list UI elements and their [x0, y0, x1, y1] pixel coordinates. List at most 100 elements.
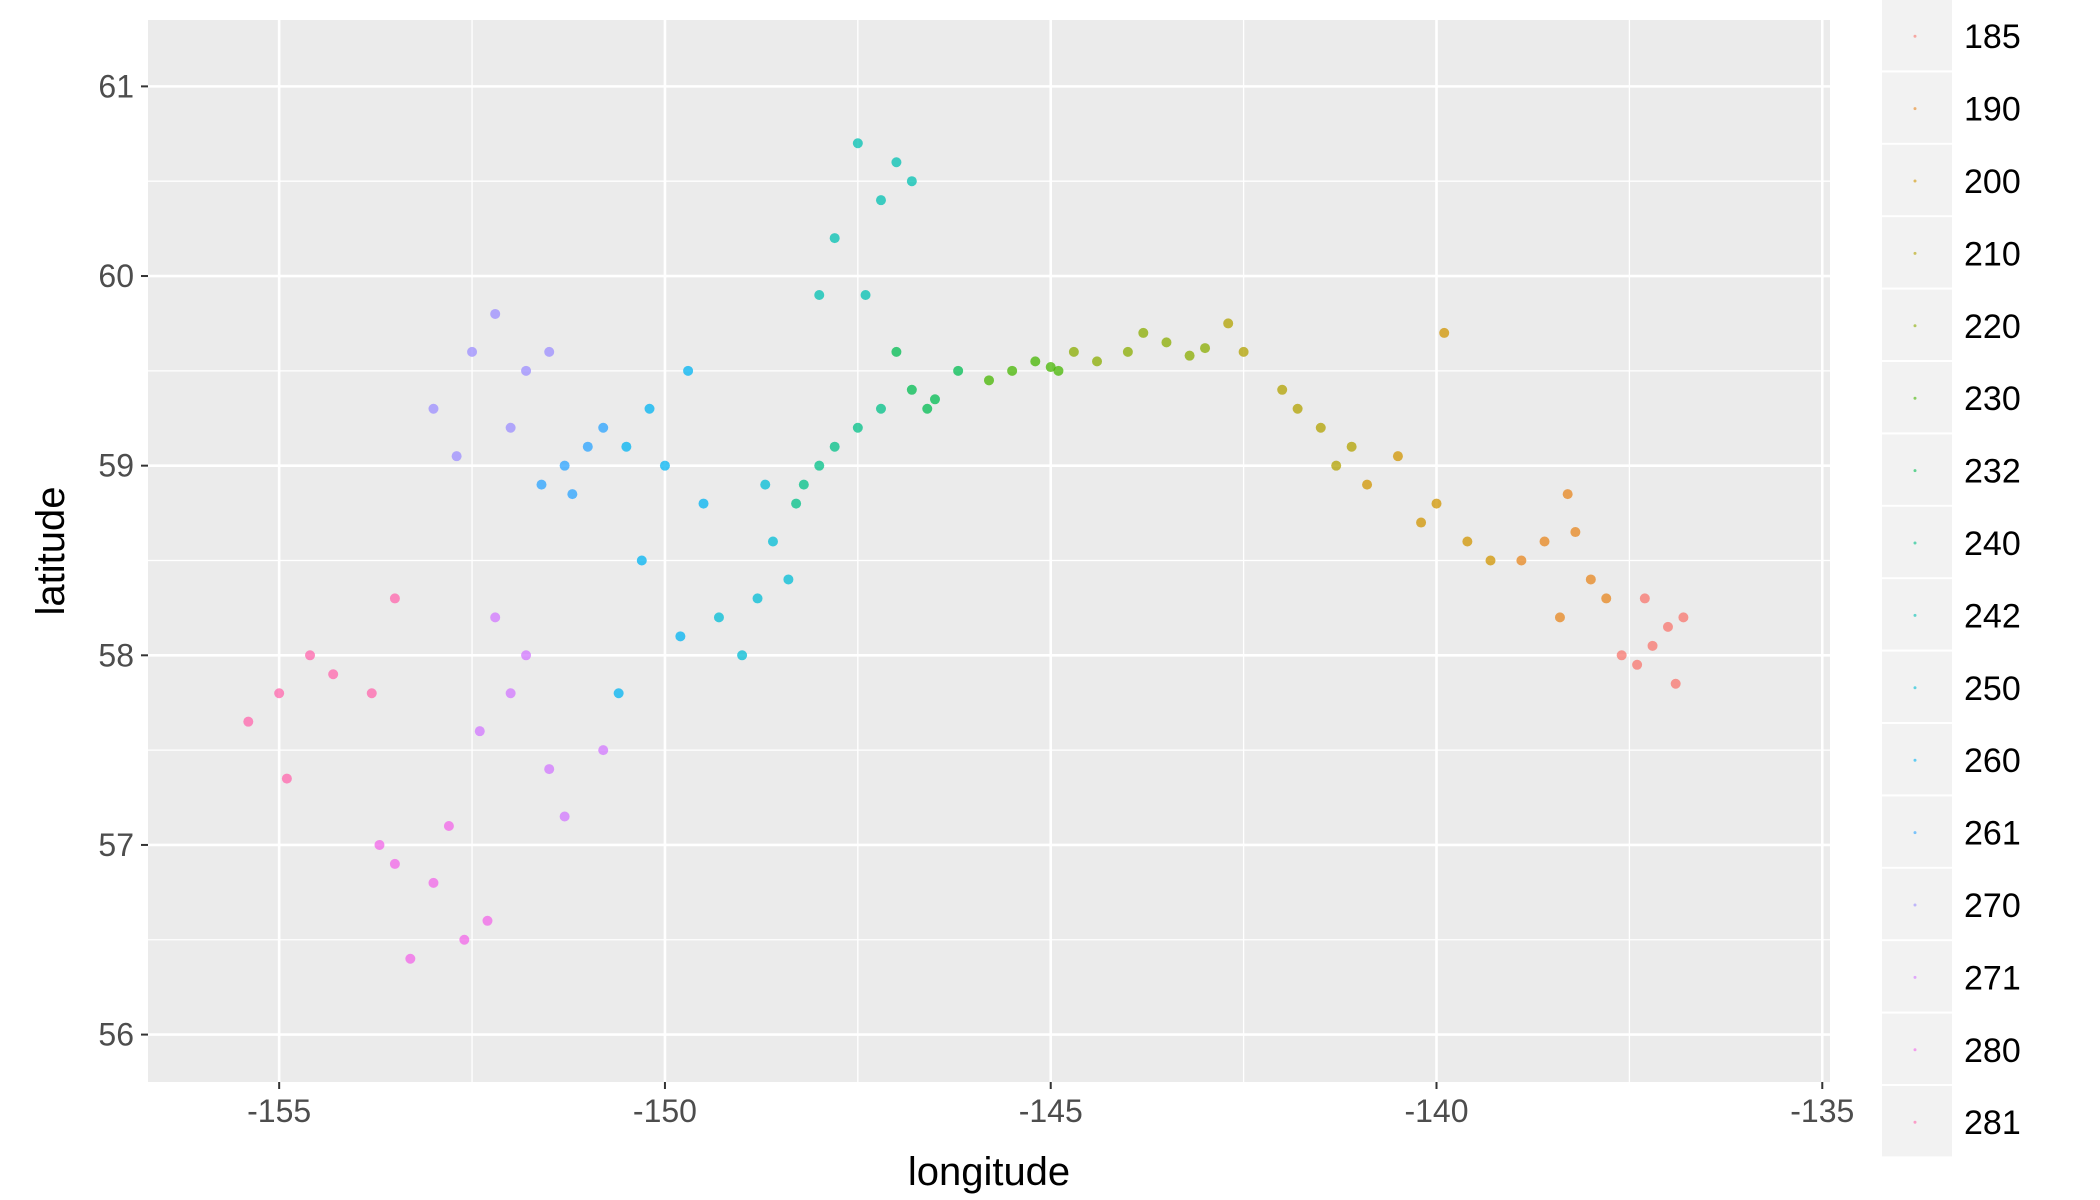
data-point-270	[467, 346, 478, 357]
legend-label: 232	[1964, 453, 2021, 491]
data-point-261	[582, 441, 593, 452]
data-point-232	[929, 394, 940, 405]
legend-label: 250	[1964, 670, 2021, 708]
data-point-260	[675, 631, 686, 642]
data-point-281	[274, 688, 285, 699]
data-point-190	[1562, 489, 1573, 500]
data-point-270	[428, 403, 439, 414]
data-point-250	[783, 574, 794, 585]
legend-swatch-242	[1913, 613, 1917, 617]
data-point-271	[544, 764, 555, 775]
data-point-230	[1053, 365, 1064, 376]
data-point-220	[1122, 346, 1133, 357]
data-point-240	[798, 479, 809, 490]
legend-key-200	[1882, 144, 1952, 216]
data-point-261	[567, 489, 578, 500]
legend-key-185	[1882, 0, 1952, 71]
legend-key-220	[1882, 289, 1952, 360]
legend-label: 220	[1964, 308, 2021, 346]
data-point-190	[1570, 527, 1581, 538]
legend-swatch-240	[1913, 541, 1917, 545]
data-point-220	[1161, 337, 1172, 348]
data-point-242	[814, 289, 825, 300]
data-point-242	[829, 233, 840, 244]
data-point-240	[791, 498, 802, 509]
legend-key-271	[1882, 941, 1952, 1012]
data-point-240	[875, 403, 886, 414]
legend-swatch-230	[1913, 396, 1917, 400]
data-point-280	[374, 839, 385, 850]
data-point-185	[1670, 678, 1681, 689]
major-gridlines	[148, 20, 1830, 1082]
data-point-242	[891, 157, 902, 168]
data-point-200	[1392, 451, 1403, 462]
data-point-242	[852, 138, 863, 149]
data-point-261	[559, 460, 570, 471]
legend-swatch-190	[1913, 107, 1917, 111]
data-point-250	[737, 650, 748, 661]
data-point-260	[683, 365, 694, 376]
data-point-230	[1045, 362, 1056, 373]
data-point-281	[328, 669, 339, 680]
y-tick-label: 59	[98, 448, 134, 484]
x-tick-label: -145	[1019, 1093, 1083, 1129]
legend-label: 260	[1964, 742, 2021, 780]
x-tick-label: -150	[633, 1093, 697, 1129]
data-point-210	[1277, 384, 1288, 395]
data-point-210	[1292, 403, 1303, 414]
legend-swatch-185	[1913, 34, 1917, 38]
data-point-220	[1138, 327, 1149, 338]
legend-key-270	[1882, 868, 1952, 940]
legend-label: 230	[1964, 380, 2021, 418]
data-point-271	[490, 612, 501, 623]
y-tick-label: 57	[98, 827, 134, 863]
data-point-190	[1585, 574, 1596, 585]
data-point-260	[644, 403, 655, 414]
data-point-260	[698, 498, 709, 509]
data-point-271	[505, 688, 516, 699]
data-point-270	[505, 422, 516, 433]
legend-label: 270	[1964, 887, 2021, 925]
data-point-261	[598, 422, 609, 433]
legend-key-242	[1882, 579, 1952, 650]
legend-swatch-281	[1913, 1120, 1917, 1124]
legend-key-281	[1882, 1086, 1952, 1157]
data-point-270	[544, 346, 555, 357]
data-point-210	[1315, 422, 1326, 433]
data-point-230	[1007, 365, 1018, 376]
data-point-200	[1485, 555, 1496, 566]
data-point-232	[891, 346, 902, 357]
data-point-260	[636, 555, 647, 566]
data-point-250	[752, 593, 763, 604]
data-point-261	[536, 479, 547, 490]
data-point-210	[1331, 460, 1342, 471]
y-tick-label: 58	[98, 637, 134, 673]
legend-key-190	[1882, 72, 1952, 143]
data-point-250	[713, 612, 724, 623]
legend-label: 240	[1964, 525, 2021, 563]
legend-label: 185	[1964, 18, 2021, 56]
legend-swatch-260	[1913, 758, 1917, 762]
legend-key-232	[1882, 434, 1952, 505]
legend-key-260	[1882, 724, 1952, 795]
data-point-240	[852, 422, 863, 433]
data-point-210	[1223, 318, 1234, 329]
y-axis-title: latitude	[29, 487, 73, 616]
legend-key-210	[1882, 217, 1952, 288]
data-points	[243, 138, 1689, 964]
data-point-280	[482, 915, 493, 926]
data-point-200	[1416, 517, 1427, 528]
data-point-281	[281, 773, 292, 784]
legend-label: 271	[1964, 959, 2021, 997]
y-axis-tick-labels: 56 57 58 59 60 61	[98, 68, 134, 1052]
data-point-242	[875, 195, 886, 206]
legend-label: 210	[1964, 235, 2021, 273]
x-axis-tick-labels: -155 -150 -145 -140 -135	[247, 1093, 1854, 1129]
data-point-281	[305, 650, 316, 661]
data-point-250	[767, 536, 778, 547]
y-tick-label: 60	[98, 258, 134, 294]
data-point-190	[1516, 555, 1527, 566]
data-point-220	[1184, 350, 1195, 361]
data-point-190	[1539, 536, 1550, 547]
x-tick-label: -155	[247, 1093, 311, 1129]
